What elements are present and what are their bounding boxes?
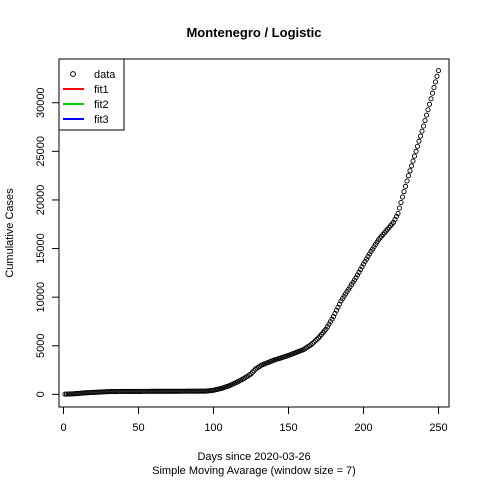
data-point: [404, 178, 410, 184]
legend: data fit1 fit2 fit3: [58, 58, 125, 131]
data-point: [429, 90, 436, 96]
data-point: [425, 107, 431, 113]
x-tick-label: 50: [132, 422, 144, 434]
data-point: [324, 324, 331, 330]
data-point: [405, 173, 412, 179]
data-point: [408, 163, 415, 169]
data-point: [390, 219, 397, 225]
data-point: [417, 133, 424, 139]
data-point: [401, 189, 407, 195]
x-axis: 0 50 100 150 200 250: [60, 406, 448, 434]
data-point: [366, 251, 373, 257]
data-point: [326, 321, 332, 327]
data-point: [414, 143, 421, 149]
data-point: [428, 96, 434, 102]
data-point: [329, 316, 335, 322]
data-point: [392, 216, 398, 222]
data-point: [308, 342, 314, 348]
data-point: [353, 275, 359, 281]
data-point: [314, 336, 320, 342]
y-tick-label: 0: [35, 391, 47, 397]
legend-label-fit3: fit3: [94, 114, 109, 126]
data-point: [327, 319, 334, 325]
data-point: [393, 213, 400, 220]
legend-label-fit1: fit1: [94, 84, 109, 96]
data-point: [396, 205, 403, 211]
data-point: [362, 259, 368, 265]
x-tick-label: 0: [60, 422, 66, 434]
data-point: [323, 326, 329, 332]
legend-label-fit2: fit2: [94, 99, 109, 111]
data-point: [435, 68, 442, 74]
data-point: [410, 158, 416, 164]
data-point: [365, 253, 371, 260]
data-point: [359, 264, 365, 270]
data-point: [432, 79, 439, 85]
y-axis-label: Cumulative Cases: [4, 188, 16, 278]
legend-label-data: data: [94, 69, 116, 81]
data-point: [395, 211, 401, 217]
data-point: [354, 272, 361, 278]
y-tick-label: 25000: [35, 136, 47, 167]
legend-marker-data: [70, 71, 76, 77]
data-point: [363, 256, 370, 262]
data-point: [420, 123, 427, 129]
data-point: [431, 85, 437, 91]
data-points: [62, 68, 442, 397]
x-axis-subtitle: Simple Moving Avarage (window size = 7): [152, 465, 356, 477]
x-axis-label: Days since 2020-03-26: [197, 451, 310, 463]
data-point: [416, 138, 422, 144]
data-point: [312, 338, 319, 344]
data-point: [426, 101, 433, 107]
data-point: [309, 340, 316, 346]
data-point: [419, 128, 425, 134]
y-tick-label: 20000: [35, 185, 47, 216]
data-point: [399, 194, 406, 200]
data-point: [413, 148, 419, 154]
y-axis: 0 5000 10000 15000 20000 25000 30000: [35, 87, 60, 397]
x-tick-label: 200: [354, 422, 372, 434]
data-point: [402, 183, 409, 189]
data-point: [398, 199, 404, 206]
data-point: [356, 269, 362, 275]
data-point: [407, 168, 413, 174]
x-tick-label: 100: [204, 422, 222, 434]
x-tick-label: 250: [429, 422, 447, 434]
data-point: [423, 112, 430, 118]
data-point: [434, 73, 440, 79]
y-tick-label: 5000: [35, 334, 47, 358]
data-point: [360, 261, 367, 267]
y-tick-label: 10000: [35, 282, 47, 313]
data-point: [311, 339, 317, 345]
y-tick-label: 30000: [35, 87, 47, 118]
data-point: [411, 153, 418, 159]
x-tick-label: 150: [279, 422, 297, 434]
data-point: [357, 266, 364, 273]
y-tick-label: 15000: [35, 233, 47, 264]
data-point: [422, 118, 428, 124]
chart-title: Montenegro / Logistic: [186, 25, 321, 40]
